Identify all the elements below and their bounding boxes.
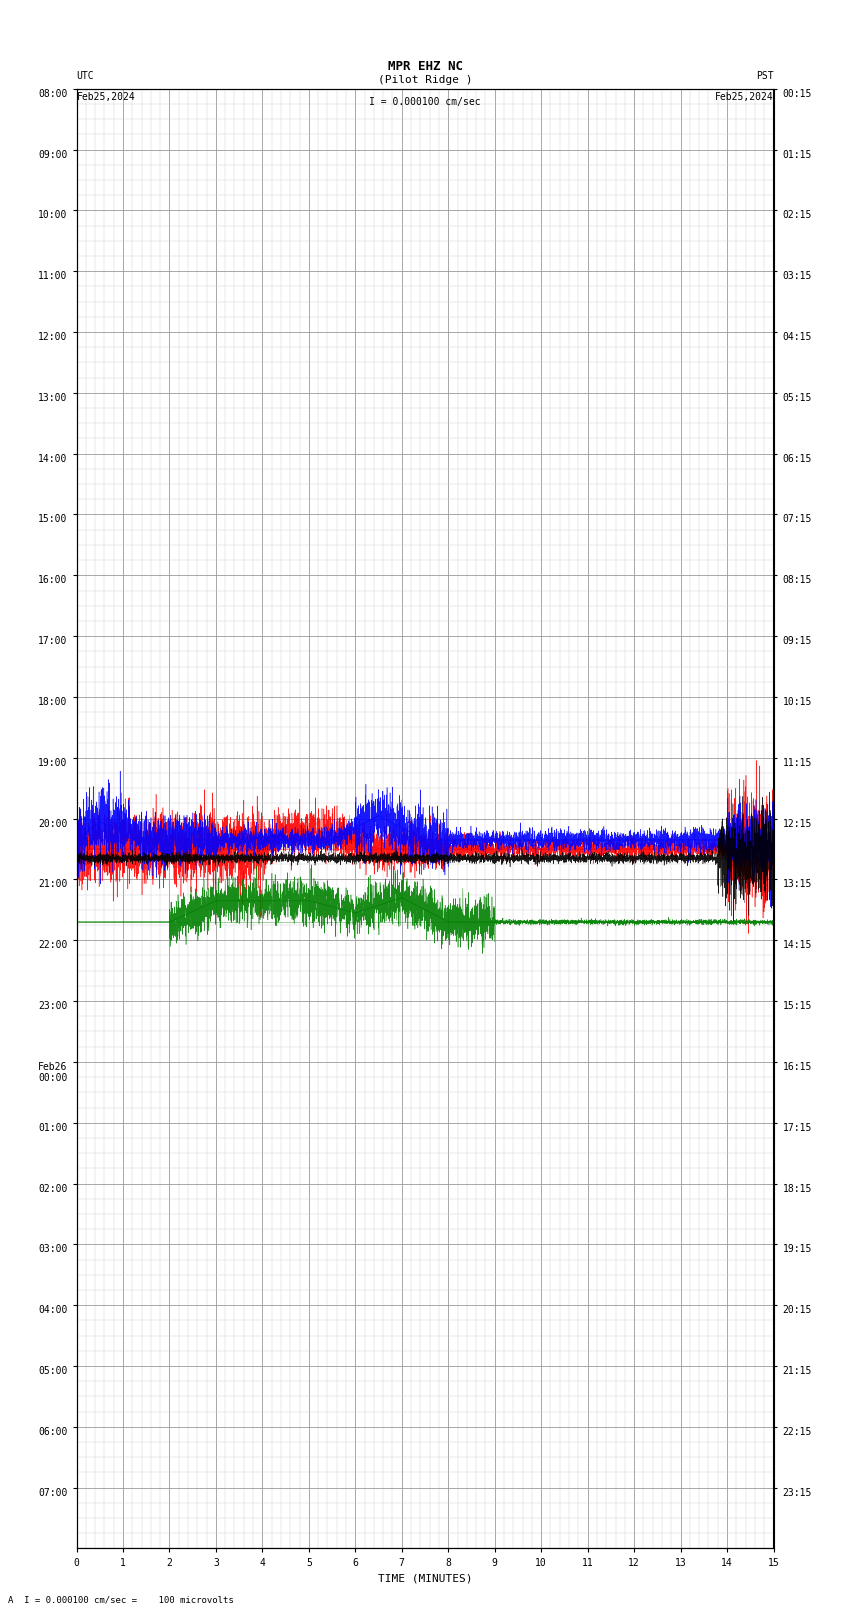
Text: Feb25,2024: Feb25,2024 <box>76 92 135 102</box>
Text: I = 0.000100 cm/sec: I = 0.000100 cm/sec <box>369 97 481 106</box>
Text: PST: PST <box>756 71 774 81</box>
X-axis label: TIME (MINUTES): TIME (MINUTES) <box>377 1573 473 1582</box>
Text: MPR EHZ NC: MPR EHZ NC <box>388 60 462 73</box>
Text: Feb25,2024: Feb25,2024 <box>715 92 774 102</box>
Text: (Pilot Ridge ): (Pilot Ridge ) <box>377 76 473 85</box>
Text: UTC: UTC <box>76 71 94 81</box>
Text: A  I = 0.000100 cm/sec =    100 microvolts: A I = 0.000100 cm/sec = 100 microvolts <box>8 1595 235 1605</box>
